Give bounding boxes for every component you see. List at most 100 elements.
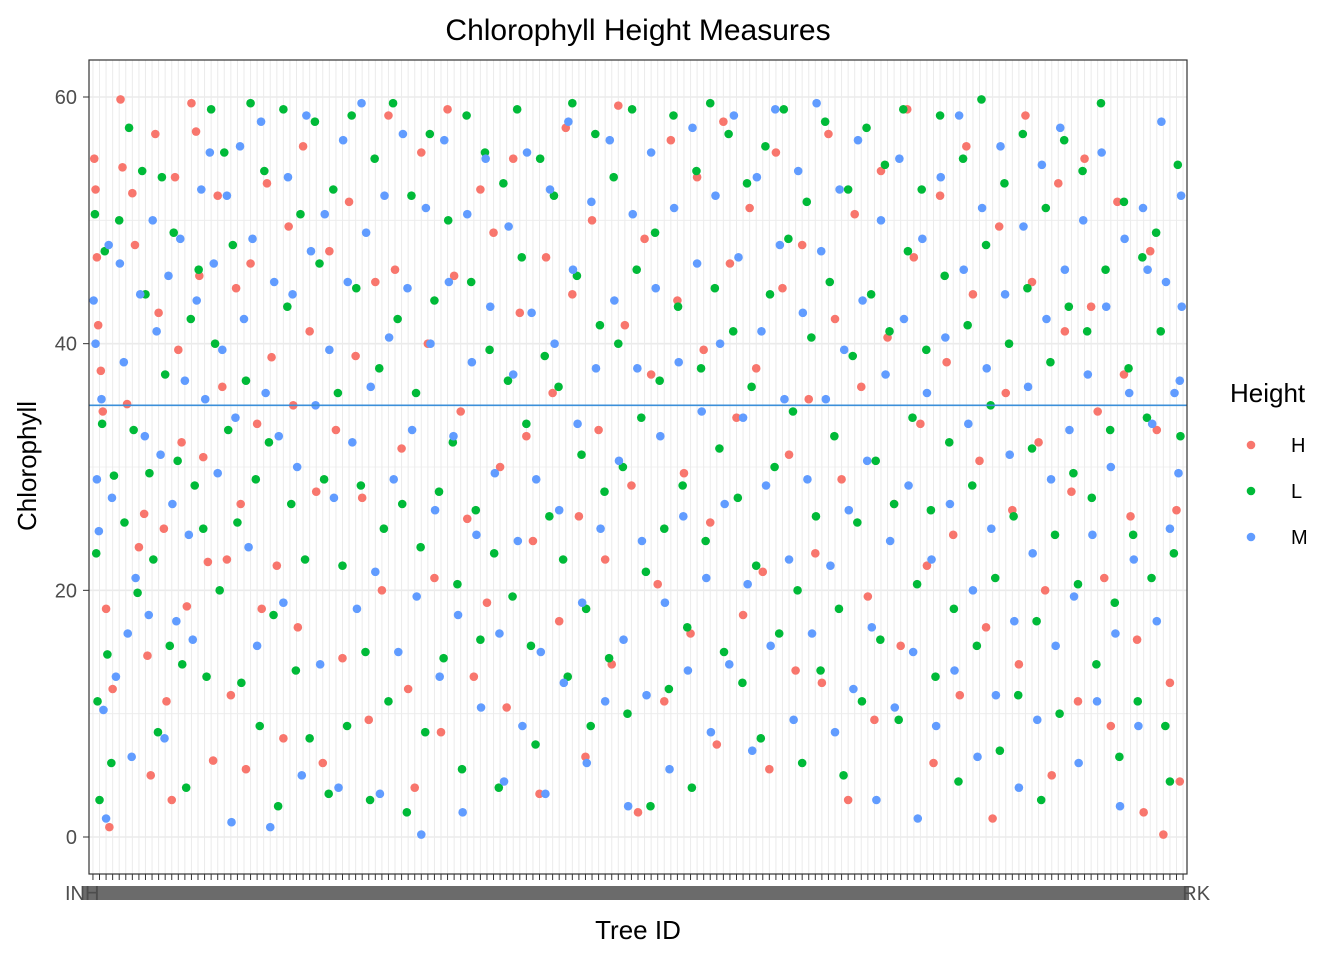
point-L [659, 524, 669, 533]
point-L [251, 475, 261, 484]
point-M [954, 111, 964, 120]
point-H [1080, 154, 1089, 163]
point-L [338, 561, 347, 570]
point-L [761, 142, 770, 151]
point-M [89, 296, 98, 305]
point-M [918, 234, 927, 244]
point-M [1092, 697, 1102, 706]
point-L [944, 438, 954, 447]
point-H [502, 703, 511, 712]
point-H [1053, 179, 1063, 188]
point-L [246, 98, 255, 108]
point-M [711, 191, 720, 200]
point-H [929, 758, 938, 768]
point-L [95, 795, 104, 805]
point-M [184, 530, 194, 540]
point-M [775, 240, 785, 250]
y-tick-label: 0 [66, 827, 77, 849]
point-M [449, 431, 458, 441]
point-M [1028, 549, 1037, 558]
point-L [241, 376, 251, 385]
point-M [1032, 715, 1042, 725]
point-L [215, 586, 224, 595]
point-H [246, 259, 255, 268]
point-M [881, 370, 890, 379]
point-L [885, 327, 894, 336]
point-H [174, 345, 183, 355]
point-L [210, 339, 220, 348]
point-H [522, 431, 531, 441]
y-axis-title: Chlorophyll [12, 401, 42, 531]
point-M [269, 277, 279, 287]
point-M [941, 333, 950, 342]
point-M [522, 148, 532, 157]
point-M [430, 505, 440, 515]
point-M [743, 579, 752, 589]
point-L [581, 604, 591, 614]
point-M [752, 172, 762, 182]
point-H [988, 814, 997, 823]
point-H [876, 166, 886, 176]
point-H [811, 549, 820, 558]
point-L [646, 801, 655, 811]
point-L [165, 641, 175, 651]
point-M [692, 259, 702, 268]
point-M [357, 98, 366, 108]
point-M [168, 499, 177, 509]
point-M [729, 111, 739, 120]
point-H [495, 462, 505, 472]
point-M [784, 555, 794, 564]
point-M [573, 419, 582, 429]
point-H [257, 604, 267, 614]
point-H [1060, 327, 1070, 336]
point-M [651, 283, 661, 293]
point-L [595, 320, 605, 330]
point-H [712, 740, 722, 749]
point-M [642, 690, 651, 700]
point-M [1088, 530, 1097, 540]
legend-label-M: M [1291, 527, 1308, 549]
point-M [780, 394, 789, 404]
point-M [734, 253, 743, 262]
point-L [129, 425, 138, 435]
point-L [411, 388, 421, 398]
point-L [540, 351, 550, 361]
point-H [587, 216, 597, 225]
point-L [682, 623, 692, 632]
point-H [377, 586, 387, 595]
point-L [177, 660, 187, 669]
point-H [101, 604, 111, 614]
point-L [715, 444, 724, 453]
point-L [1009, 512, 1018, 521]
point-L [972, 641, 982, 651]
point-M [366, 382, 376, 392]
x-tick-label-band [82, 886, 1190, 900]
point-H [298, 142, 308, 151]
point-H [351, 351, 360, 361]
point-H [98, 407, 108, 416]
point-H [151, 129, 160, 139]
point-L [756, 734, 766, 743]
point-M [688, 123, 697, 133]
point-M [283, 172, 293, 182]
point-H [1106, 721, 1116, 731]
point-M [816, 246, 826, 256]
point-L [549, 191, 559, 200]
point-M [950, 666, 959, 675]
point-L [1050, 530, 1060, 540]
point-H [128, 188, 137, 198]
point-M [1005, 450, 1014, 459]
point-M [485, 302, 495, 311]
point-L [255, 721, 265, 731]
point-M [453, 610, 463, 620]
point-M [1143, 265, 1152, 274]
point-H [167, 795, 177, 805]
point-H [646, 370, 656, 379]
point-M [872, 795, 881, 805]
point-H [462, 514, 472, 524]
point-L [577, 450, 586, 459]
point-M [541, 789, 550, 799]
point-H [515, 308, 525, 318]
point-H [1159, 830, 1168, 839]
